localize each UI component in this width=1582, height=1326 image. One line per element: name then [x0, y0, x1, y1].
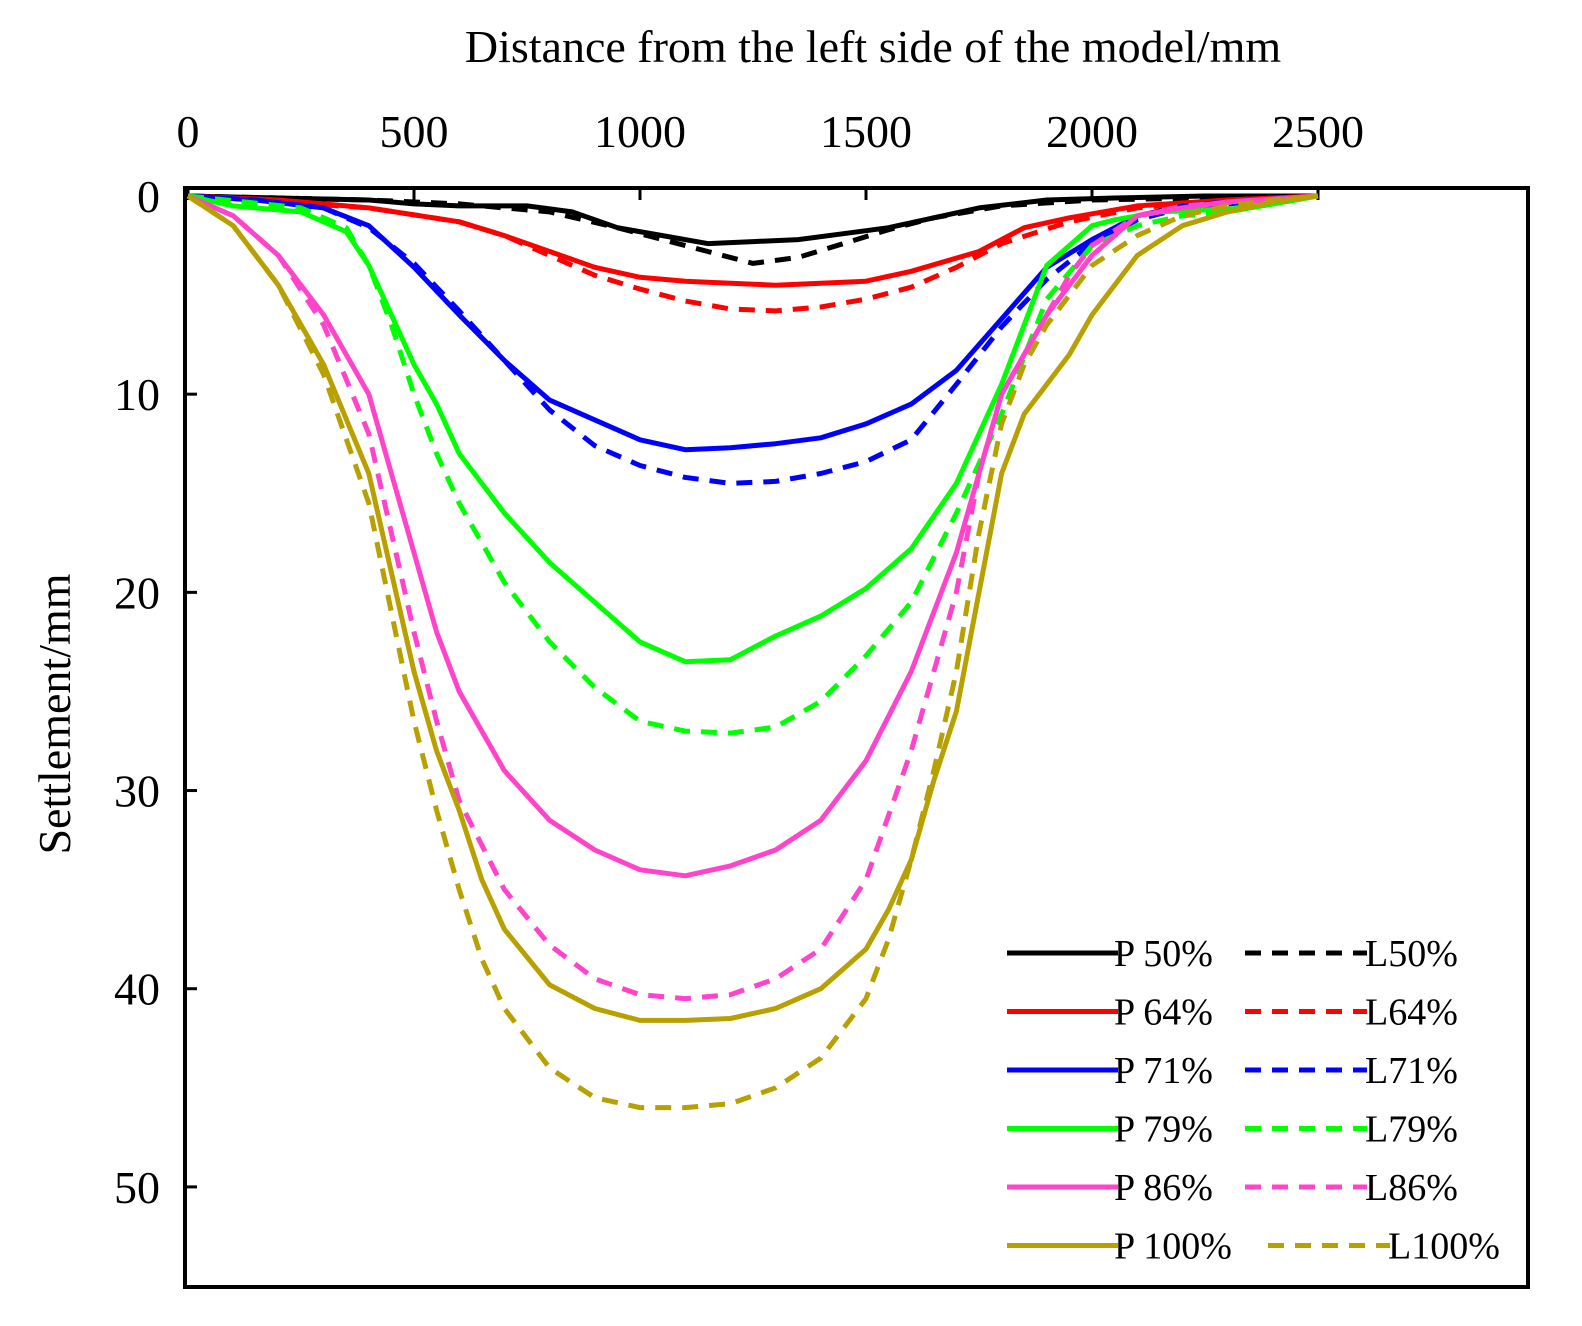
x-axis-ticks: 0 500 1000 1500 2000 2500 — [177, 106, 1364, 200]
y-tick-label: 0 — [137, 171, 160, 222]
series-line-l50 — [187, 193, 1319, 266]
series-line-p-86 — [186, 193, 1319, 879]
y-tick-label: 30 — [114, 766, 160, 817]
series-line-p-100 — [186, 193, 1319, 1023]
y-tick-label: 10 — [114, 369, 160, 420]
legend-label-solid: P 50% — [1114, 933, 1213, 975]
y-tick-label: 20 — [114, 567, 160, 618]
legend-label-solid: P 79% — [1114, 1109, 1213, 1151]
legend-label-dashed: L71% — [1365, 1050, 1458, 1092]
series-line-l79 — [187, 193, 1319, 736]
x-tick-label: 2500 — [1272, 106, 1364, 157]
legend-label-dashed: L100% — [1388, 1226, 1500, 1268]
x-axis-title: Distance from the left side of the model… — [465, 21, 1281, 72]
y-tick-label: 50 — [114, 1162, 160, 1213]
x-tick-label: 2000 — [1046, 106, 1138, 157]
series-line-p-50 — [187, 193, 1318, 247]
legend-label-solid: P 71% — [1114, 1050, 1213, 1092]
series-line-p-71 — [187, 193, 1319, 453]
legend-label-dashed: L50% — [1365, 933, 1458, 975]
legend-label-solid: P 100% — [1114, 1226, 1232, 1268]
y-axis-title: Settlement/mm — [29, 573, 80, 854]
series-line-l71 — [187, 193, 1319, 486]
x-tick-label: 500 — [380, 106, 449, 157]
x-tick-label: 1000 — [594, 106, 686, 157]
series-line-l86 — [186, 193, 1319, 1002]
legend-label-solid: P 86% — [1114, 1167, 1213, 1209]
series-line-l64 — [187, 193, 1319, 314]
x-tick-label: 0 — [177, 106, 200, 157]
legend-label-solid: P 64% — [1114, 992, 1213, 1034]
x-tick-label: 1500 — [820, 106, 912, 157]
series-line-l100 — [186, 193, 1319, 1111]
y-tick-label: 40 — [114, 964, 160, 1015]
plot-frame — [183, 186, 1530, 1289]
legend-label-dashed: L79% — [1365, 1109, 1458, 1151]
y-axis-ticks: 0 10 20 30 40 50 — [114, 171, 197, 1213]
series-lines — [186, 193, 1319, 1111]
legend-label-dashed: L86% — [1365, 1167, 1458, 1209]
legend: P 50% L50% P 64% L64% P 71% L71% P 79% L79% P 86… — [1007, 933, 1500, 1268]
legend-label-dashed: L64% — [1365, 992, 1458, 1034]
